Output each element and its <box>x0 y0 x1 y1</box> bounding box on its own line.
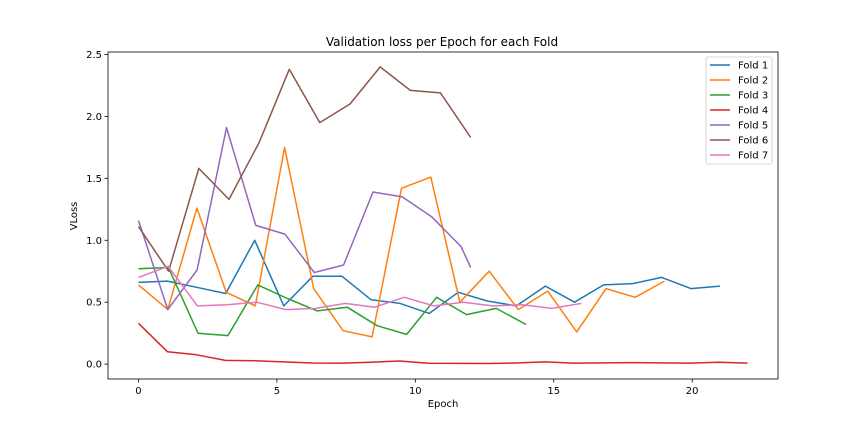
legend-label: Fold 6 <box>738 136 768 147</box>
legend-box <box>705 56 773 165</box>
legend-label: Fold 1 <box>738 61 768 72</box>
plot-area-frame <box>107 51 779 380</box>
series-line-fold-2 <box>138 146 665 338</box>
ticks-layer: 0 5 10 15 20 0.0 0.5 1.0 1.5 2.0 2.5 <box>86 50 698 397</box>
x-tick-label: 20 <box>686 386 699 397</box>
legend: Fold 1 Fold 2 Fold 3 Fold 4 Fold 5 Fold 6 Fold… <box>705 56 773 165</box>
y-tick-label: 2.0 <box>86 112 102 123</box>
y-tick-label: 0.5 <box>86 298 102 309</box>
x-tick-label: 0 <box>135 386 141 397</box>
chart-title: Validation loss per Epoch for each Fold <box>326 35 558 49</box>
series-layer <box>137 66 748 365</box>
legend-label: Fold 2 <box>738 76 768 87</box>
x-tick-label: 15 <box>547 386 560 397</box>
series-line-fold-7 <box>138 265 582 311</box>
series-line-fold-5 <box>137 126 472 311</box>
series-line-fold-6 <box>137 66 472 272</box>
legend-label: Fold 7 <box>738 151 768 162</box>
y-tick-label: 2.5 <box>86 50 102 61</box>
y-tick-label: 1.5 <box>86 174 102 185</box>
x-tick-label: 5 <box>274 386 280 397</box>
x-axis-label: Epoch <box>428 399 459 410</box>
y-tick-label: 1.0 <box>86 236 102 247</box>
series-line-fold-3 <box>138 266 527 337</box>
legend-label: Fold 5 <box>738 121 768 132</box>
legend-label: Fold 4 <box>738 106 768 117</box>
y-tick-label: 0.0 <box>86 360 102 371</box>
x-tick-label: 10 <box>409 386 422 397</box>
series-line-fold-4 <box>137 322 748 365</box>
y-axis-label: VLoss <box>69 202 80 231</box>
series-line-fold-1 <box>138 239 720 315</box>
legend-label: Fold 3 <box>738 91 768 102</box>
